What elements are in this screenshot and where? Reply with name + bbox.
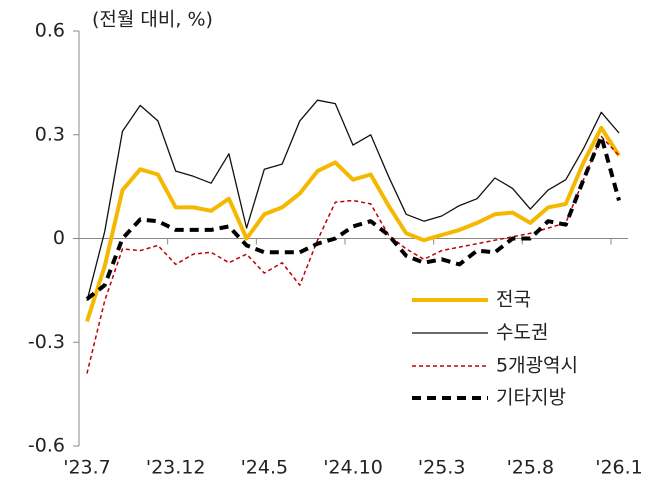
series-line [85,125,621,323]
x-tick-label: '23.7 [63,457,111,479]
series-line [85,134,621,301]
y-axis-title: (전월 대비, %) [92,9,213,31]
y-tick-label: 0.3 [35,123,65,145]
legend-label: 전국 [496,289,531,311]
legend-label: 수도권 [496,322,548,344]
y-tick-label: -0.3 [28,331,65,353]
y-tick-label: 0 [53,227,65,249]
x-tick-label: '25.3 [418,457,466,479]
x-tick-label: '23.12 [146,457,206,479]
series-line [86,99,620,301]
legend-label: 기타지방 [496,387,566,409]
series-line [86,135,620,374]
x-tick-label: '24.10 [323,457,383,479]
y-tick-label: 0.6 [35,20,65,42]
x-tick-label: '26.1 [595,457,643,479]
y-tick-label: -0.6 [28,435,65,457]
x-tick-label: '24.5 [241,457,289,479]
legend-label: 5개광역시 [496,355,578,377]
x-tick-label: '25.8 [507,457,555,479]
